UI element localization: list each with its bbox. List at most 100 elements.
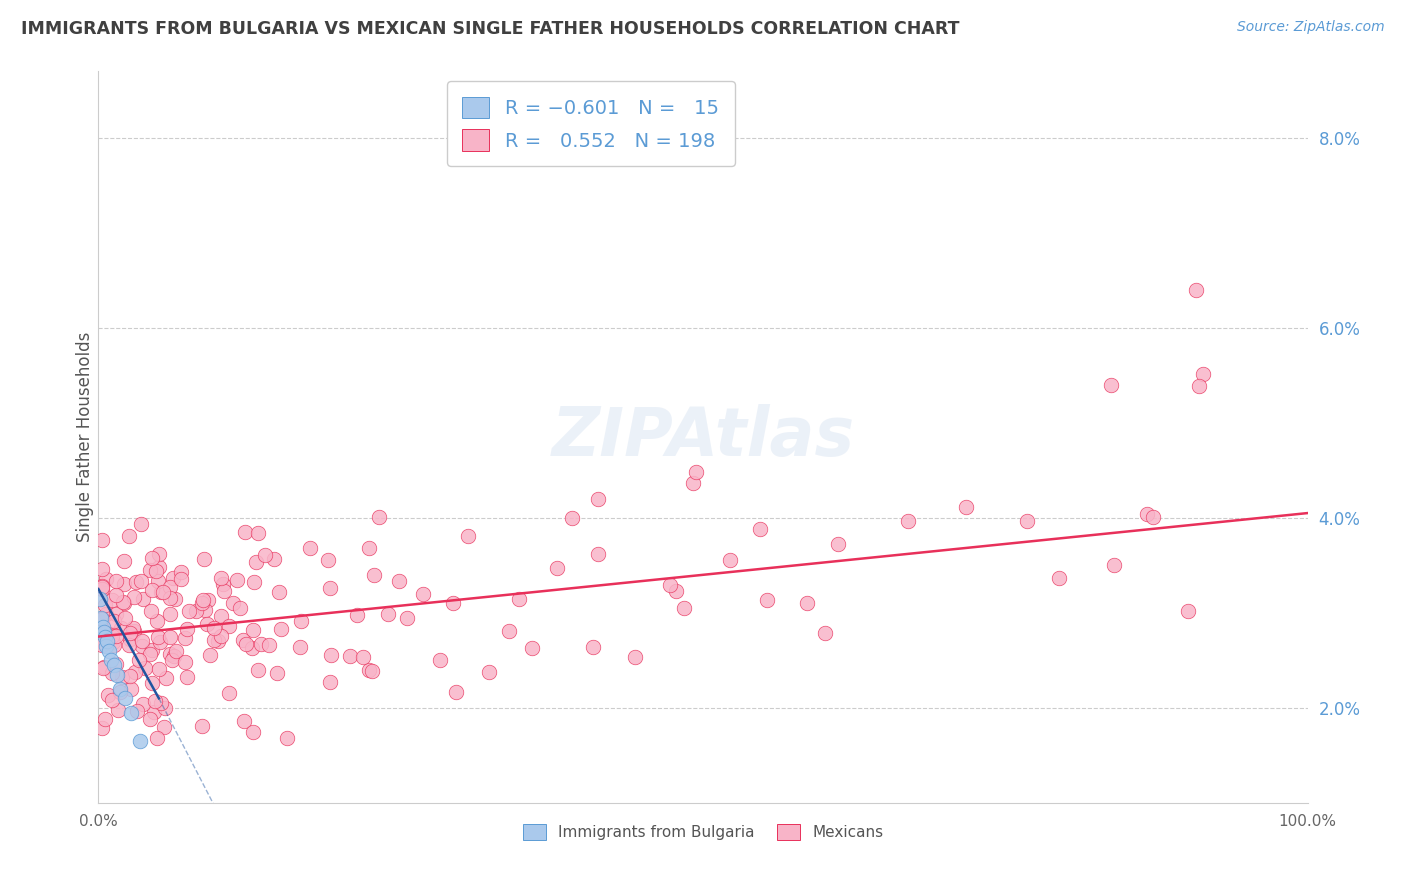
Point bbox=[1184, 283, 1206, 297]
Point bbox=[120, 706, 142, 720]
Point bbox=[98, 644, 121, 658]
Point bbox=[94, 630, 117, 644]
Point bbox=[94, 572, 117, 586]
Point bbox=[388, 574, 411, 588]
Point bbox=[377, 607, 399, 621]
Point bbox=[139, 563, 162, 577]
Point bbox=[111, 670, 134, 684]
Point bbox=[93, 660, 115, 674]
Point bbox=[103, 658, 125, 673]
Point bbox=[143, 705, 166, 719]
Point bbox=[225, 573, 247, 587]
Point bbox=[796, 596, 818, 610]
Point bbox=[221, 596, 243, 610]
Point bbox=[101, 627, 124, 641]
Point bbox=[897, 514, 920, 528]
Point bbox=[1015, 514, 1038, 528]
Point bbox=[97, 688, 120, 702]
Text: ZIPAtlas: ZIPAtlas bbox=[551, 404, 855, 470]
Point bbox=[232, 632, 254, 647]
Point bbox=[276, 731, 298, 745]
Point bbox=[363, 568, 385, 582]
Point bbox=[191, 596, 214, 610]
Legend: Immigrants from Bulgaria, Mexicans: Immigrants from Bulgaria, Mexicans bbox=[516, 818, 890, 847]
Point bbox=[1102, 558, 1125, 572]
Point bbox=[94, 599, 117, 613]
Point bbox=[246, 663, 269, 677]
Point bbox=[93, 624, 115, 639]
Point bbox=[246, 525, 269, 540]
Point bbox=[149, 635, 172, 649]
Point bbox=[143, 694, 166, 708]
Point bbox=[101, 693, 124, 707]
Point bbox=[229, 600, 252, 615]
Point bbox=[756, 593, 779, 607]
Point bbox=[129, 574, 152, 589]
Point bbox=[202, 622, 225, 636]
Point bbox=[266, 665, 288, 680]
Point bbox=[177, 604, 200, 618]
Point bbox=[395, 610, 418, 624]
Point bbox=[673, 600, 696, 615]
Point bbox=[561, 511, 583, 525]
Point bbox=[267, 585, 290, 599]
Point bbox=[346, 607, 368, 622]
Point bbox=[233, 714, 256, 728]
Point bbox=[159, 580, 181, 594]
Y-axis label: Single Father Households: Single Father Households bbox=[76, 332, 94, 542]
Point bbox=[103, 615, 125, 629]
Point bbox=[319, 675, 342, 690]
Point bbox=[155, 701, 177, 715]
Point bbox=[249, 637, 271, 651]
Point bbox=[149, 697, 172, 711]
Point bbox=[288, 640, 311, 654]
Point bbox=[429, 653, 451, 667]
Point bbox=[94, 607, 117, 622]
Point bbox=[582, 640, 605, 654]
Point bbox=[108, 681, 131, 696]
Point bbox=[685, 465, 707, 479]
Point bbox=[122, 621, 145, 635]
Point bbox=[132, 591, 155, 606]
Point bbox=[478, 665, 501, 679]
Point bbox=[125, 574, 148, 589]
Point bbox=[122, 591, 145, 605]
Point bbox=[145, 731, 167, 745]
Point bbox=[114, 691, 136, 706]
Point bbox=[173, 655, 195, 669]
Point bbox=[191, 719, 214, 733]
Point bbox=[122, 624, 145, 638]
Point bbox=[160, 653, 183, 667]
Point bbox=[624, 649, 647, 664]
Point bbox=[165, 643, 187, 657]
Point bbox=[105, 588, 128, 602]
Point bbox=[91, 612, 114, 626]
Point bbox=[955, 500, 977, 515]
Point bbox=[165, 592, 187, 607]
Point bbox=[127, 704, 149, 718]
Point bbox=[191, 592, 214, 607]
Point bbox=[101, 634, 124, 648]
Point bbox=[245, 555, 267, 569]
Point bbox=[114, 610, 136, 624]
Point bbox=[118, 668, 141, 682]
Point bbox=[100, 653, 122, 667]
Point bbox=[101, 665, 124, 680]
Point bbox=[682, 475, 704, 490]
Point bbox=[176, 622, 198, 636]
Point bbox=[141, 582, 163, 597]
Point bbox=[131, 634, 153, 648]
Point bbox=[105, 667, 128, 681]
Point bbox=[91, 533, 114, 548]
Point bbox=[290, 614, 312, 628]
Point bbox=[139, 712, 162, 726]
Point bbox=[111, 595, 134, 609]
Point bbox=[174, 631, 197, 645]
Point bbox=[209, 609, 232, 624]
Point bbox=[104, 607, 127, 621]
Point bbox=[91, 562, 114, 576]
Point bbox=[194, 603, 217, 617]
Point bbox=[107, 703, 129, 717]
Point bbox=[170, 572, 193, 586]
Point bbox=[139, 648, 162, 662]
